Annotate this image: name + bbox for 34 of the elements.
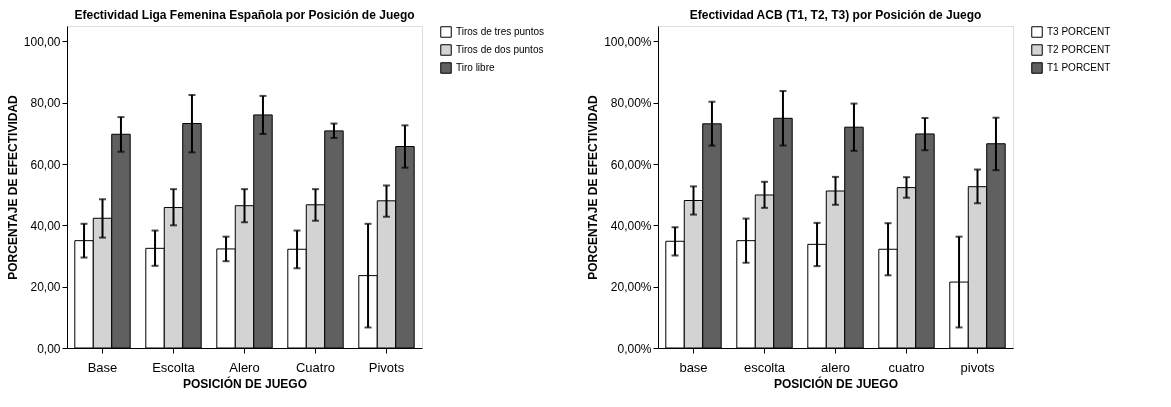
y-axis-title: PORCENTAJE DE EFECTIVIDAD xyxy=(586,94,601,280)
x-axis-title: POSICIÓN DE JUEGO xyxy=(773,375,899,391)
x-tick-label: Escolta xyxy=(152,359,196,375)
legend-label: Tiros de tres puntos xyxy=(456,26,545,37)
y-tick-label: 20,00% xyxy=(610,280,652,295)
y-tick-label: 0,00 xyxy=(37,341,61,356)
y-tick-label: 40,00% xyxy=(610,218,652,233)
y-tick-label: 100,00% xyxy=(604,34,652,49)
legend-label: T3 PORCENT xyxy=(1047,26,1111,37)
x-tick-label: cuatro xyxy=(888,359,925,375)
y-tick-label: 60,00 xyxy=(30,157,61,172)
x-tick-label: alero xyxy=(821,359,850,375)
y-tick-label: 0,00% xyxy=(617,341,652,356)
y-tick-label: 60,00% xyxy=(610,157,652,172)
legend-label: T1 PORCENT xyxy=(1047,62,1111,73)
legend-label: Tiros de dos puntos xyxy=(456,44,544,55)
x-tick-label: Cuatro xyxy=(295,359,336,375)
chart-title: Efectividad Liga Femenina Española por Posición de Juego xyxy=(74,8,415,22)
y-axis-title: PORCENTAJE DE EFECTIVIDAD xyxy=(5,94,20,280)
x-axis-title: POSICIÓN DE JUEGO xyxy=(182,375,308,391)
x-tick-label: escolta xyxy=(743,359,786,375)
x-tick-label: Pivots xyxy=(368,359,405,375)
y-tick-label: 80,00 xyxy=(30,96,61,111)
x-tick-label: base xyxy=(679,359,708,375)
chart-title: Efectividad ACB (T1, T2, T3) por Posición de Juego xyxy=(689,8,982,22)
y-tick-label: 40,00 xyxy=(30,218,61,233)
legend-label: T2 PORCENT xyxy=(1047,44,1111,55)
legend-label: Tiro libre xyxy=(456,62,495,73)
y-tick-label: 100,00 xyxy=(23,34,61,49)
x-tick-label: pivots xyxy=(960,359,995,375)
y-tick-label: 20,00 xyxy=(30,280,61,295)
y-tick-label: 80,00% xyxy=(610,96,652,111)
x-tick-label: Base xyxy=(87,359,118,375)
x-tick-label: Alero xyxy=(229,359,260,375)
